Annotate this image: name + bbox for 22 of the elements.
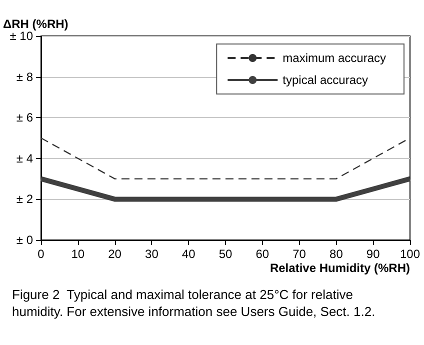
y-tick-label: ± 2 (16, 192, 34, 206)
x-tick-label: 60 (256, 247, 270, 261)
y-tick-label: ± 10 (10, 29, 34, 43)
y-tick-label: ± 0 (16, 233, 34, 247)
x-tick-label: 40 (182, 247, 196, 261)
x-tick-label: 80 (330, 247, 344, 261)
x-tick-label: 20 (108, 247, 122, 261)
caption: Figure 2 Typical and maximal tolerance at 25°C for relative humidity. For extensive information see Users Guide, Sect. 1.2. (12, 287, 376, 319)
x-tick-label: 90 (366, 247, 380, 261)
legend-label: typical accuracy (282, 73, 368, 87)
legend-label: maximum accuracy (282, 51, 386, 65)
x-axis-title: Relative Humidity (%RH) (270, 261, 410, 275)
x-tick-label: 30 (145, 247, 159, 261)
y-axis-title: ΔRH (%RH) (3, 17, 68, 31)
y-tick-label: ± 4 (16, 151, 34, 166)
x-tick-label: 100 (400, 247, 420, 261)
x-tick-label: 0 (38, 247, 45, 261)
y-tick-label: ± 8 (16, 70, 34, 84)
x-tick-label: 50 (218, 247, 232, 261)
y-tick-label: ± 6 (16, 110, 34, 125)
x-tick-label: 10 (71, 247, 85, 261)
x-tick-label: 70 (292, 247, 306, 261)
